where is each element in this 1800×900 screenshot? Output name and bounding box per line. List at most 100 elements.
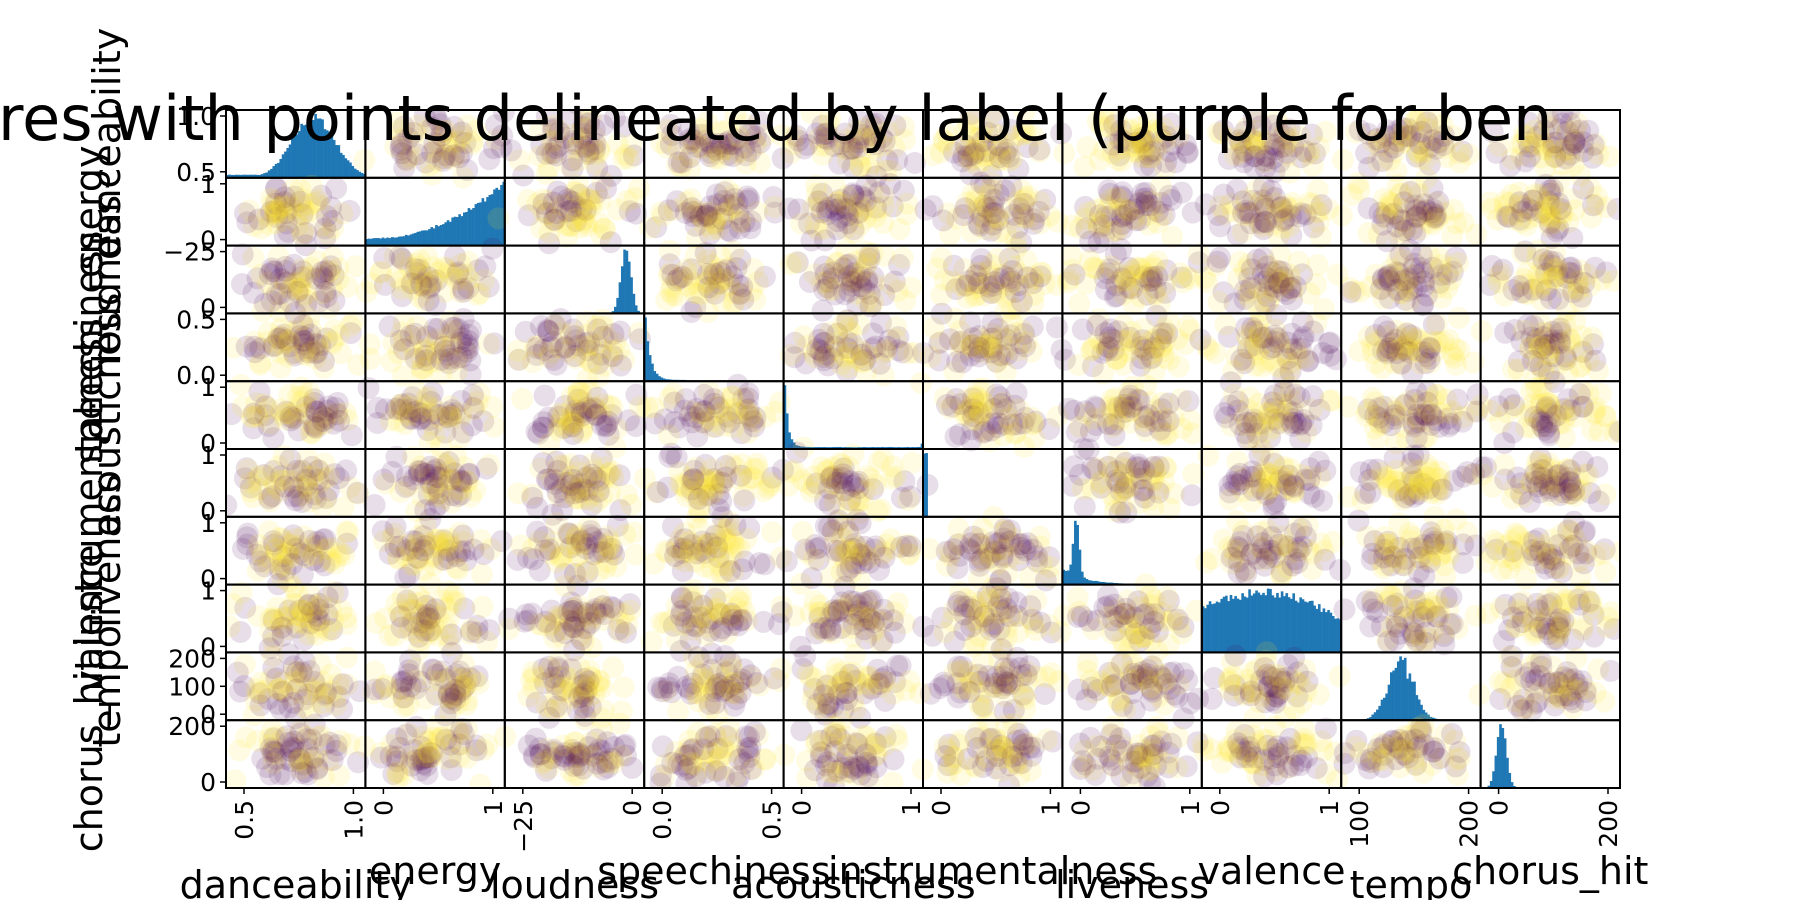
scatter-point: [896, 535, 919, 557]
cell-energy-vs-speechiness: [625, 179, 786, 262]
scatter-point: [1244, 110, 1267, 123]
scatter-point: [957, 138, 980, 161]
scatter-point: [1096, 262, 1119, 285]
scatter-point: [962, 110, 985, 131]
scatter-point: [577, 134, 600, 157]
scatter-point: [562, 191, 585, 214]
scatter-point: [508, 149, 531, 172]
scatter-point: [616, 189, 639, 212]
scatter-point: [533, 384, 556, 407]
scatter-point: [1254, 211, 1277, 234]
scatter-point: [1145, 138, 1168, 161]
scatter-point: [1305, 273, 1328, 296]
scatter-point: [435, 119, 458, 142]
scatter-point: [803, 548, 826, 570]
scatter-point: [1355, 404, 1378, 427]
scatter-point: [263, 201, 286, 224]
scatter-point: [425, 110, 448, 131]
scatter-point: [737, 189, 760, 212]
scatter-point: [1382, 132, 1405, 155]
hist-bar: [495, 187, 499, 246]
scatter-point: [393, 157, 416, 180]
scatter-point: [1415, 110, 1438, 133]
hist-bar: [1071, 543, 1075, 585]
scatter-point: [703, 213, 726, 236]
scatter-point: [1416, 111, 1439, 134]
hist-bar: [1083, 577, 1086, 585]
scatter-point: [954, 119, 977, 142]
hist-bar: [397, 236, 401, 246]
scatter-point: [967, 128, 990, 151]
scatter-point: [1063, 263, 1086, 286]
scatter-point: [1514, 150, 1537, 173]
hist-bar: [363, 173, 366, 178]
scatter-point: [1093, 110, 1116, 125]
scatter-point: [281, 178, 304, 201]
scatter-point: [1562, 154, 1585, 177]
scatter-point: [1273, 534, 1296, 556]
hist-bar: [1080, 571, 1084, 585]
scatter-point: [1370, 278, 1393, 300]
scatter-point: [584, 152, 607, 174]
hist-bar: [400, 236, 403, 246]
scatter-point: [1262, 147, 1284, 170]
scatter-point: [974, 134, 997, 157]
scatter-point: [595, 177, 617, 200]
scatter-point: [535, 110, 558, 127]
scatter-point: [1129, 115, 1152, 138]
scatter-point: [1591, 542, 1614, 565]
scatter-point: [656, 118, 679, 141]
scatter-point: [584, 126, 607, 148]
scatter-point: [749, 131, 772, 154]
scatter-point: [680, 197, 703, 220]
scatter-point: [963, 142, 986, 165]
scatter-point: [678, 132, 701, 155]
scatter-point: [490, 530, 513, 553]
scatter-point: [847, 131, 870, 154]
scatter-point: [295, 222, 317, 245]
scatter-point: [681, 130, 704, 152]
scatter-point: [465, 120, 487, 142]
scatter-point: [572, 209, 595, 232]
scatter-point: [1125, 131, 1147, 154]
scatter-point: [1550, 561, 1573, 584]
scatter-point: [944, 307, 967, 330]
scatter-point: [686, 136, 709, 158]
scatter-point: [614, 144, 637, 166]
scatter-point: [1405, 145, 1428, 168]
scatter-point: [1058, 397, 1080, 420]
scatter-point: [860, 124, 883, 147]
scatter-point: [1194, 193, 1217, 216]
scatter-point: [1276, 144, 1299, 167]
hist-bar: [237, 174, 241, 178]
scatter-point: [1392, 129, 1415, 152]
scatter-point: [316, 586, 339, 609]
scatter-point: [565, 527, 588, 550]
hist-bar: [242, 174, 245, 178]
scatter-point: [461, 130, 484, 153]
scatter-point: [1488, 134, 1511, 157]
scatter-point: [1314, 120, 1337, 143]
cell-instrumentalness-vs-valence: [1197, 431, 1360, 520]
scatter-point: [1430, 286, 1453, 309]
scatter-point: [563, 123, 586, 146]
scatter-point: [565, 487, 588, 510]
scatter-point: [1120, 135, 1143, 157]
scatter-point: [1543, 146, 1566, 169]
scatter-point: [537, 189, 559, 212]
scatter-point: [819, 110, 842, 129]
scatter-point: [666, 154, 689, 177]
scatter-point: [1418, 153, 1441, 176]
hist-bar: [226, 175, 229, 178]
hist-bar: [632, 293, 636, 314]
scatter-point: [314, 217, 337, 240]
scatter-point: [699, 145, 722, 168]
scatter-point: [1130, 146, 1153, 169]
scatter-point: [1263, 138, 1286, 161]
hist-bar: [337, 145, 341, 178]
scatter-point: [612, 147, 635, 170]
scatter-point: [844, 129, 866, 152]
scatter-point: [1249, 115, 1272, 138]
scatter-point: [1380, 194, 1403, 217]
hist-bar: [653, 371, 657, 382]
